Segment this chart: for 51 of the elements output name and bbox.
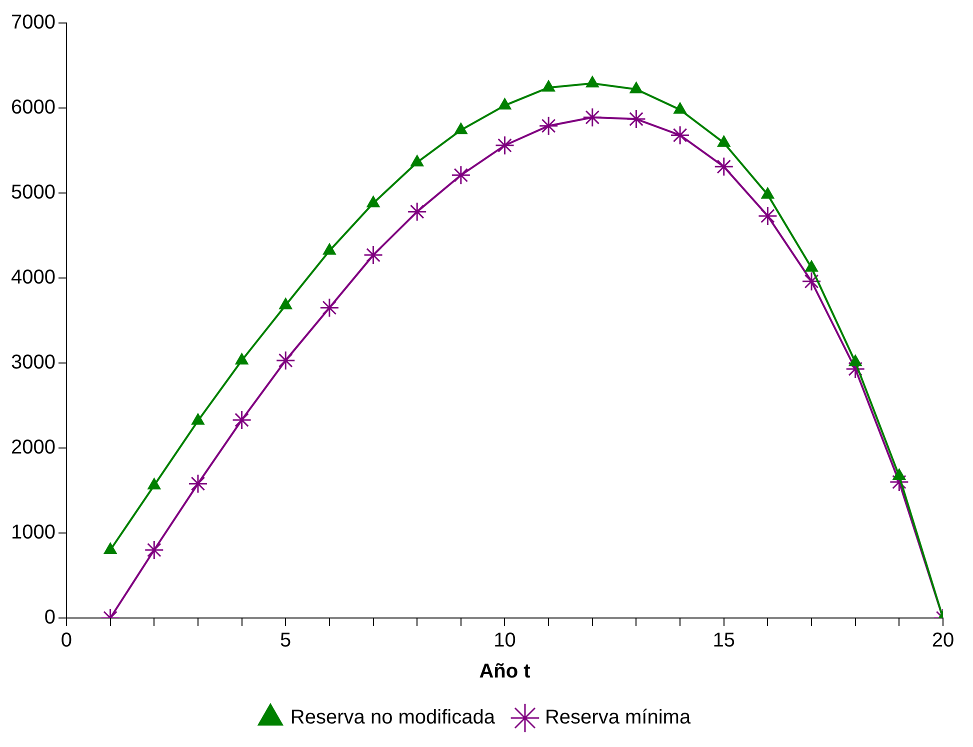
- x-tick-label: 5: [280, 630, 292, 652]
- point: [714, 156, 734, 176]
- y-tick-label: 4000: [10, 266, 56, 289]
- point: [364, 245, 384, 265]
- point: [104, 542, 117, 554]
- legend-label: Reserva no modificada: [290, 706, 496, 729]
- x-axis-title: Año t: [479, 660, 531, 683]
- point: [320, 298, 340, 318]
- x-tick-label: 20: [932, 630, 954, 652]
- legend-label: Reserva mínima: [544, 706, 692, 729]
- point: [582, 108, 602, 128]
- point: [804, 260, 818, 272]
- point: [848, 354, 862, 366]
- point: [407, 202, 427, 222]
- point: [454, 122, 468, 134]
- point: [276, 350, 296, 370]
- x-tick-label: 15: [712, 630, 735, 652]
- point: [366, 196, 380, 208]
- x-tick-label: 10: [494, 630, 516, 652]
- point: [542, 80, 556, 92]
- point: [538, 116, 558, 136]
- point: [191, 413, 205, 425]
- point: [235, 352, 248, 364]
- point: [498, 98, 512, 110]
- point: [232, 410, 252, 430]
- point: [494, 136, 514, 156]
- point: [758, 206, 778, 226]
- point: [717, 135, 730, 147]
- point: [673, 102, 687, 114]
- point: [451, 165, 471, 185]
- point: [586, 76, 599, 88]
- x-tick-label: 0: [60, 630, 72, 652]
- point: [626, 109, 646, 129]
- point: [670, 125, 690, 145]
- point: [144, 540, 164, 560]
- y-tick-label: 6000: [10, 96, 56, 119]
- point: [761, 187, 774, 199]
- point: [802, 272, 822, 292]
- y-tick-label: 1000: [10, 522, 56, 544]
- point: [410, 154, 424, 166]
- point: [630, 82, 643, 94]
- point: [279, 298, 292, 310]
- point: [148, 478, 161, 490]
- point: [892, 468, 906, 480]
- y-tick-label: 0: [44, 606, 56, 629]
- y-tick-label: 3000: [10, 352, 56, 374]
- y-tick-label: 2000: [10, 436, 56, 459]
- point: [188, 474, 208, 494]
- point: [322, 243, 336, 255]
- y-tick-label: 5000: [10, 182, 56, 204]
- y-tick-label: 7000: [10, 12, 56, 34]
